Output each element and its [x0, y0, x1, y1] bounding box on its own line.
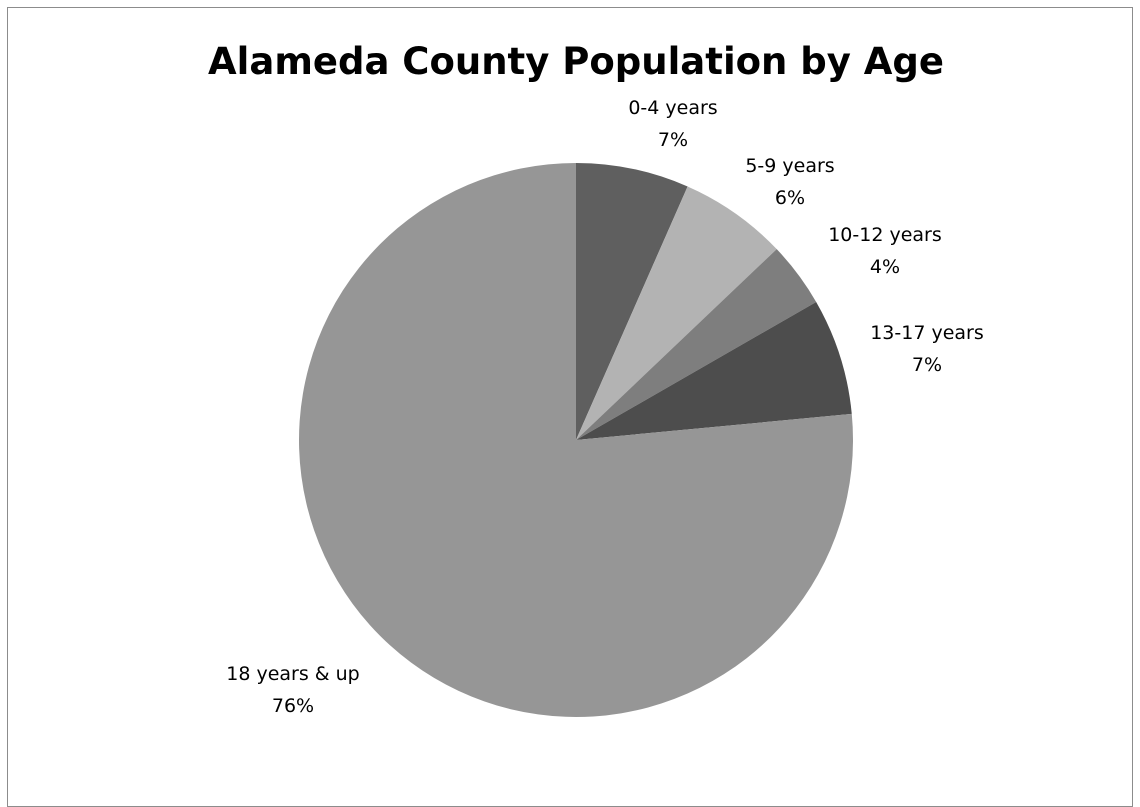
- pie-slices: [298, 163, 853, 717]
- slice-category-label: 5-9 years: [745, 155, 834, 177]
- slice-category-label: 13-17 years: [870, 322, 984, 344]
- slice-percent-label: 6%: [775, 187, 805, 209]
- slice-percent-label: 7%: [912, 354, 942, 376]
- pie-slice-0-4-years: [576, 163, 688, 440]
- slice-percent-label: 76%: [272, 695, 314, 717]
- slice-labels: 0-4 years 7% 5-9 years 6% 10-12 years 4% 13-17…: [226, 97, 984, 717]
- slice-category-label: 10-12 years: [828, 224, 942, 246]
- pie-chart: Alameda County Population by Age 0-4 yea…: [208, 40, 984, 717]
- slice-category-label: 0-4 years: [628, 97, 717, 119]
- pie-slice-5-9-years: [576, 186, 777, 440]
- slice-category-label: 18 years & up: [226, 663, 360, 685]
- slice-percent-label: 4%: [870, 256, 900, 278]
- pie-slice-13-17-years: [576, 302, 852, 440]
- pie-slice-18-years-up: [298, 163, 853, 717]
- slice-percent-label: 7%: [658, 129, 688, 151]
- pie-slice-10-12-years: [576, 249, 817, 440]
- chart-title: Alameda County Population by Age: [208, 40, 944, 83]
